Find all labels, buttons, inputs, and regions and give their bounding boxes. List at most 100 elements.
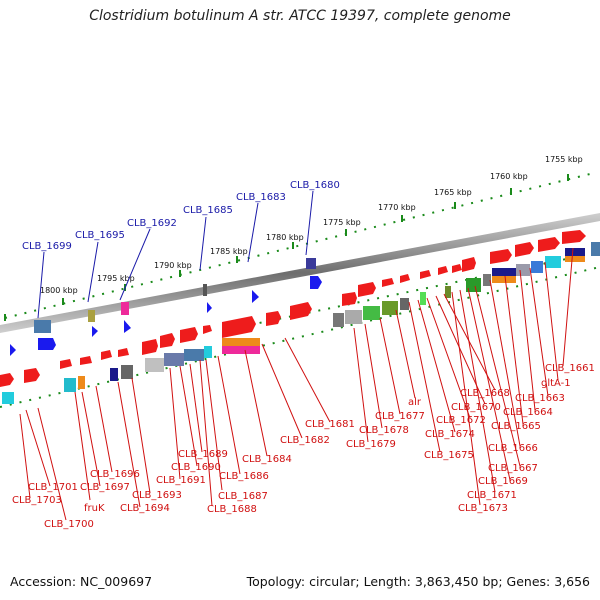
gene-label[interactable]: CLB_1701 bbox=[28, 482, 78, 493]
gene-arrow[interactable] bbox=[462, 257, 476, 272]
gene-arrow[interactable] bbox=[24, 368, 40, 383]
gene-block[interactable] bbox=[363, 306, 380, 320]
gene-block[interactable] bbox=[492, 276, 516, 283]
gene-label[interactable]: CLB_1690 bbox=[171, 462, 221, 473]
gene-label[interactable]: CLB_1700 bbox=[44, 519, 94, 530]
gene-block[interactable] bbox=[400, 298, 409, 310]
gene-block[interactable] bbox=[345, 310, 362, 324]
gene-block[interactable] bbox=[483, 274, 491, 286]
gene-block[interactable] bbox=[88, 310, 95, 322]
gene-label[interactable]: CLB_1673 bbox=[458, 503, 508, 514]
gene-arrow[interactable] bbox=[118, 348, 129, 357]
gene-label[interactable]: CLB_1664 bbox=[503, 407, 553, 418]
gene-block[interactable] bbox=[492, 268, 516, 276]
gene-label[interactable]: CLB_1672 bbox=[436, 415, 486, 426]
gene-label[interactable]: CLB_1670 bbox=[451, 402, 501, 413]
gene-label[interactable]: CLB_1696 bbox=[90, 469, 140, 480]
gene-arrow[interactable] bbox=[160, 333, 175, 348]
gene-arrow[interactable] bbox=[400, 274, 410, 283]
gene-block[interactable] bbox=[565, 248, 585, 256]
gene-arrow[interactable] bbox=[92, 326, 98, 337]
gene-block[interactable] bbox=[565, 256, 585, 262]
gene-label[interactable]: CLB_1686 bbox=[219, 471, 269, 482]
gene-arrow[interactable] bbox=[80, 356, 92, 365]
gene-block[interactable] bbox=[222, 346, 260, 354]
gene-label[interactable]: CLB_1694 bbox=[120, 503, 170, 514]
gene-label[interactable]: CLB_1693 bbox=[132, 490, 182, 501]
gene-block[interactable] bbox=[64, 378, 76, 392]
gene-arrow[interactable] bbox=[207, 302, 212, 313]
gene-label[interactable]: CLB_1671 bbox=[467, 490, 517, 501]
gene-label[interactable]: CLB_1699 bbox=[22, 241, 72, 252]
gene-block[interactable] bbox=[203, 284, 207, 296]
gene-arrow[interactable] bbox=[10, 344, 16, 356]
gene-label[interactable]: CLB_1668 bbox=[460, 388, 510, 399]
gene-arrow[interactable] bbox=[142, 339, 158, 355]
gene-block[interactable] bbox=[121, 365, 133, 379]
gene-label[interactable]: CLB_1687 bbox=[218, 491, 268, 502]
gene-block[interactable] bbox=[445, 286, 451, 298]
gene-block[interactable] bbox=[145, 358, 164, 372]
gene-arrow[interactable] bbox=[222, 316, 256, 338]
gene-label[interactable]: CLB_1682 bbox=[280, 435, 330, 446]
gene-arrow[interactable] bbox=[382, 278, 394, 287]
gene-block[interactable] bbox=[591, 242, 600, 256]
gene-block[interactable] bbox=[222, 338, 260, 346]
gene-label[interactable]: fruK bbox=[84, 503, 105, 514]
gene-arrow[interactable] bbox=[358, 282, 376, 297]
gene-arrow[interactable] bbox=[124, 320, 131, 333]
gene-label[interactable]: alr bbox=[408, 397, 422, 408]
gene-arrow[interactable] bbox=[203, 325, 212, 334]
gene-label[interactable]: CLB_1689 bbox=[178, 449, 228, 460]
gene-block[interactable] bbox=[306, 258, 316, 269]
gene-label[interactable]: CLB_1679 bbox=[346, 439, 396, 450]
gene-label[interactable]: CLB_1667 bbox=[488, 463, 538, 474]
gene-label[interactable]: CLB_1663 bbox=[515, 393, 565, 404]
gene-block[interactable] bbox=[34, 320, 51, 333]
gene-arrow[interactable] bbox=[538, 237, 560, 252]
gene-arrow[interactable] bbox=[0, 373, 14, 387]
gene-block[interactable] bbox=[204, 346, 212, 358]
gene-label[interactable]: CLB_1695 bbox=[75, 230, 125, 241]
gene-arrow[interactable] bbox=[60, 359, 72, 369]
gene-block[interactable] bbox=[382, 301, 398, 315]
gene-label[interactable]: CLB_1674 bbox=[425, 429, 475, 440]
gene-arrow[interactable] bbox=[438, 266, 448, 275]
gene-block[interactable] bbox=[420, 292, 426, 305]
gene-block[interactable] bbox=[2, 392, 14, 404]
gene-arrow[interactable] bbox=[101, 350, 112, 360]
gene-label[interactable]: CLB_1685 bbox=[183, 205, 233, 216]
gene-block[interactable] bbox=[531, 261, 543, 273]
gene-label[interactable]: CLB_1677 bbox=[375, 411, 425, 422]
gene-label[interactable]: CLB_1697 bbox=[80, 482, 130, 493]
gene-block[interactable] bbox=[516, 264, 530, 276]
gene-label[interactable]: CLB_1665 bbox=[491, 421, 541, 432]
gene-label[interactable]: CLB_1661 bbox=[545, 363, 595, 374]
gene-label[interactable]: CLB_1680 bbox=[290, 180, 340, 191]
gene-block[interactable] bbox=[184, 349, 204, 361]
gene-label[interactable]: gltA-1 bbox=[541, 378, 571, 389]
gene-label[interactable]: CLB_1703 bbox=[12, 495, 62, 506]
gene-arrow[interactable] bbox=[515, 242, 534, 257]
gene-arrow[interactable] bbox=[180, 327, 198, 343]
gene-arrow[interactable] bbox=[266, 311, 281, 326]
gene-label[interactable]: CLB_1666 bbox=[488, 443, 538, 454]
gene-label[interactable]: CLB_1692 bbox=[127, 218, 177, 229]
gene-arrow[interactable] bbox=[452, 264, 462, 273]
gene-block[interactable] bbox=[110, 368, 118, 381]
gene-arrow[interactable] bbox=[420, 270, 431, 279]
gene-arrow[interactable] bbox=[290, 302, 312, 320]
gene-arrow[interactable] bbox=[310, 276, 322, 289]
gene-label[interactable]: CLB_1684 bbox=[242, 454, 292, 465]
gene-arrow[interactable] bbox=[490, 249, 512, 264]
gene-label[interactable]: CLB_1675 bbox=[424, 450, 474, 461]
gene-block[interactable] bbox=[545, 256, 561, 268]
gene-block[interactable] bbox=[121, 302, 129, 315]
gene-arrow[interactable] bbox=[342, 292, 357, 306]
gene-arrow[interactable] bbox=[252, 290, 259, 303]
gene-arrow[interactable] bbox=[562, 230, 586, 244]
gene-label[interactable]: CLB_1681 bbox=[305, 419, 355, 430]
gene-label[interactable]: CLB_1678 bbox=[359, 425, 409, 436]
gene-label[interactable]: CLB_1683 bbox=[236, 192, 286, 203]
gene-block[interactable] bbox=[78, 376, 85, 389]
